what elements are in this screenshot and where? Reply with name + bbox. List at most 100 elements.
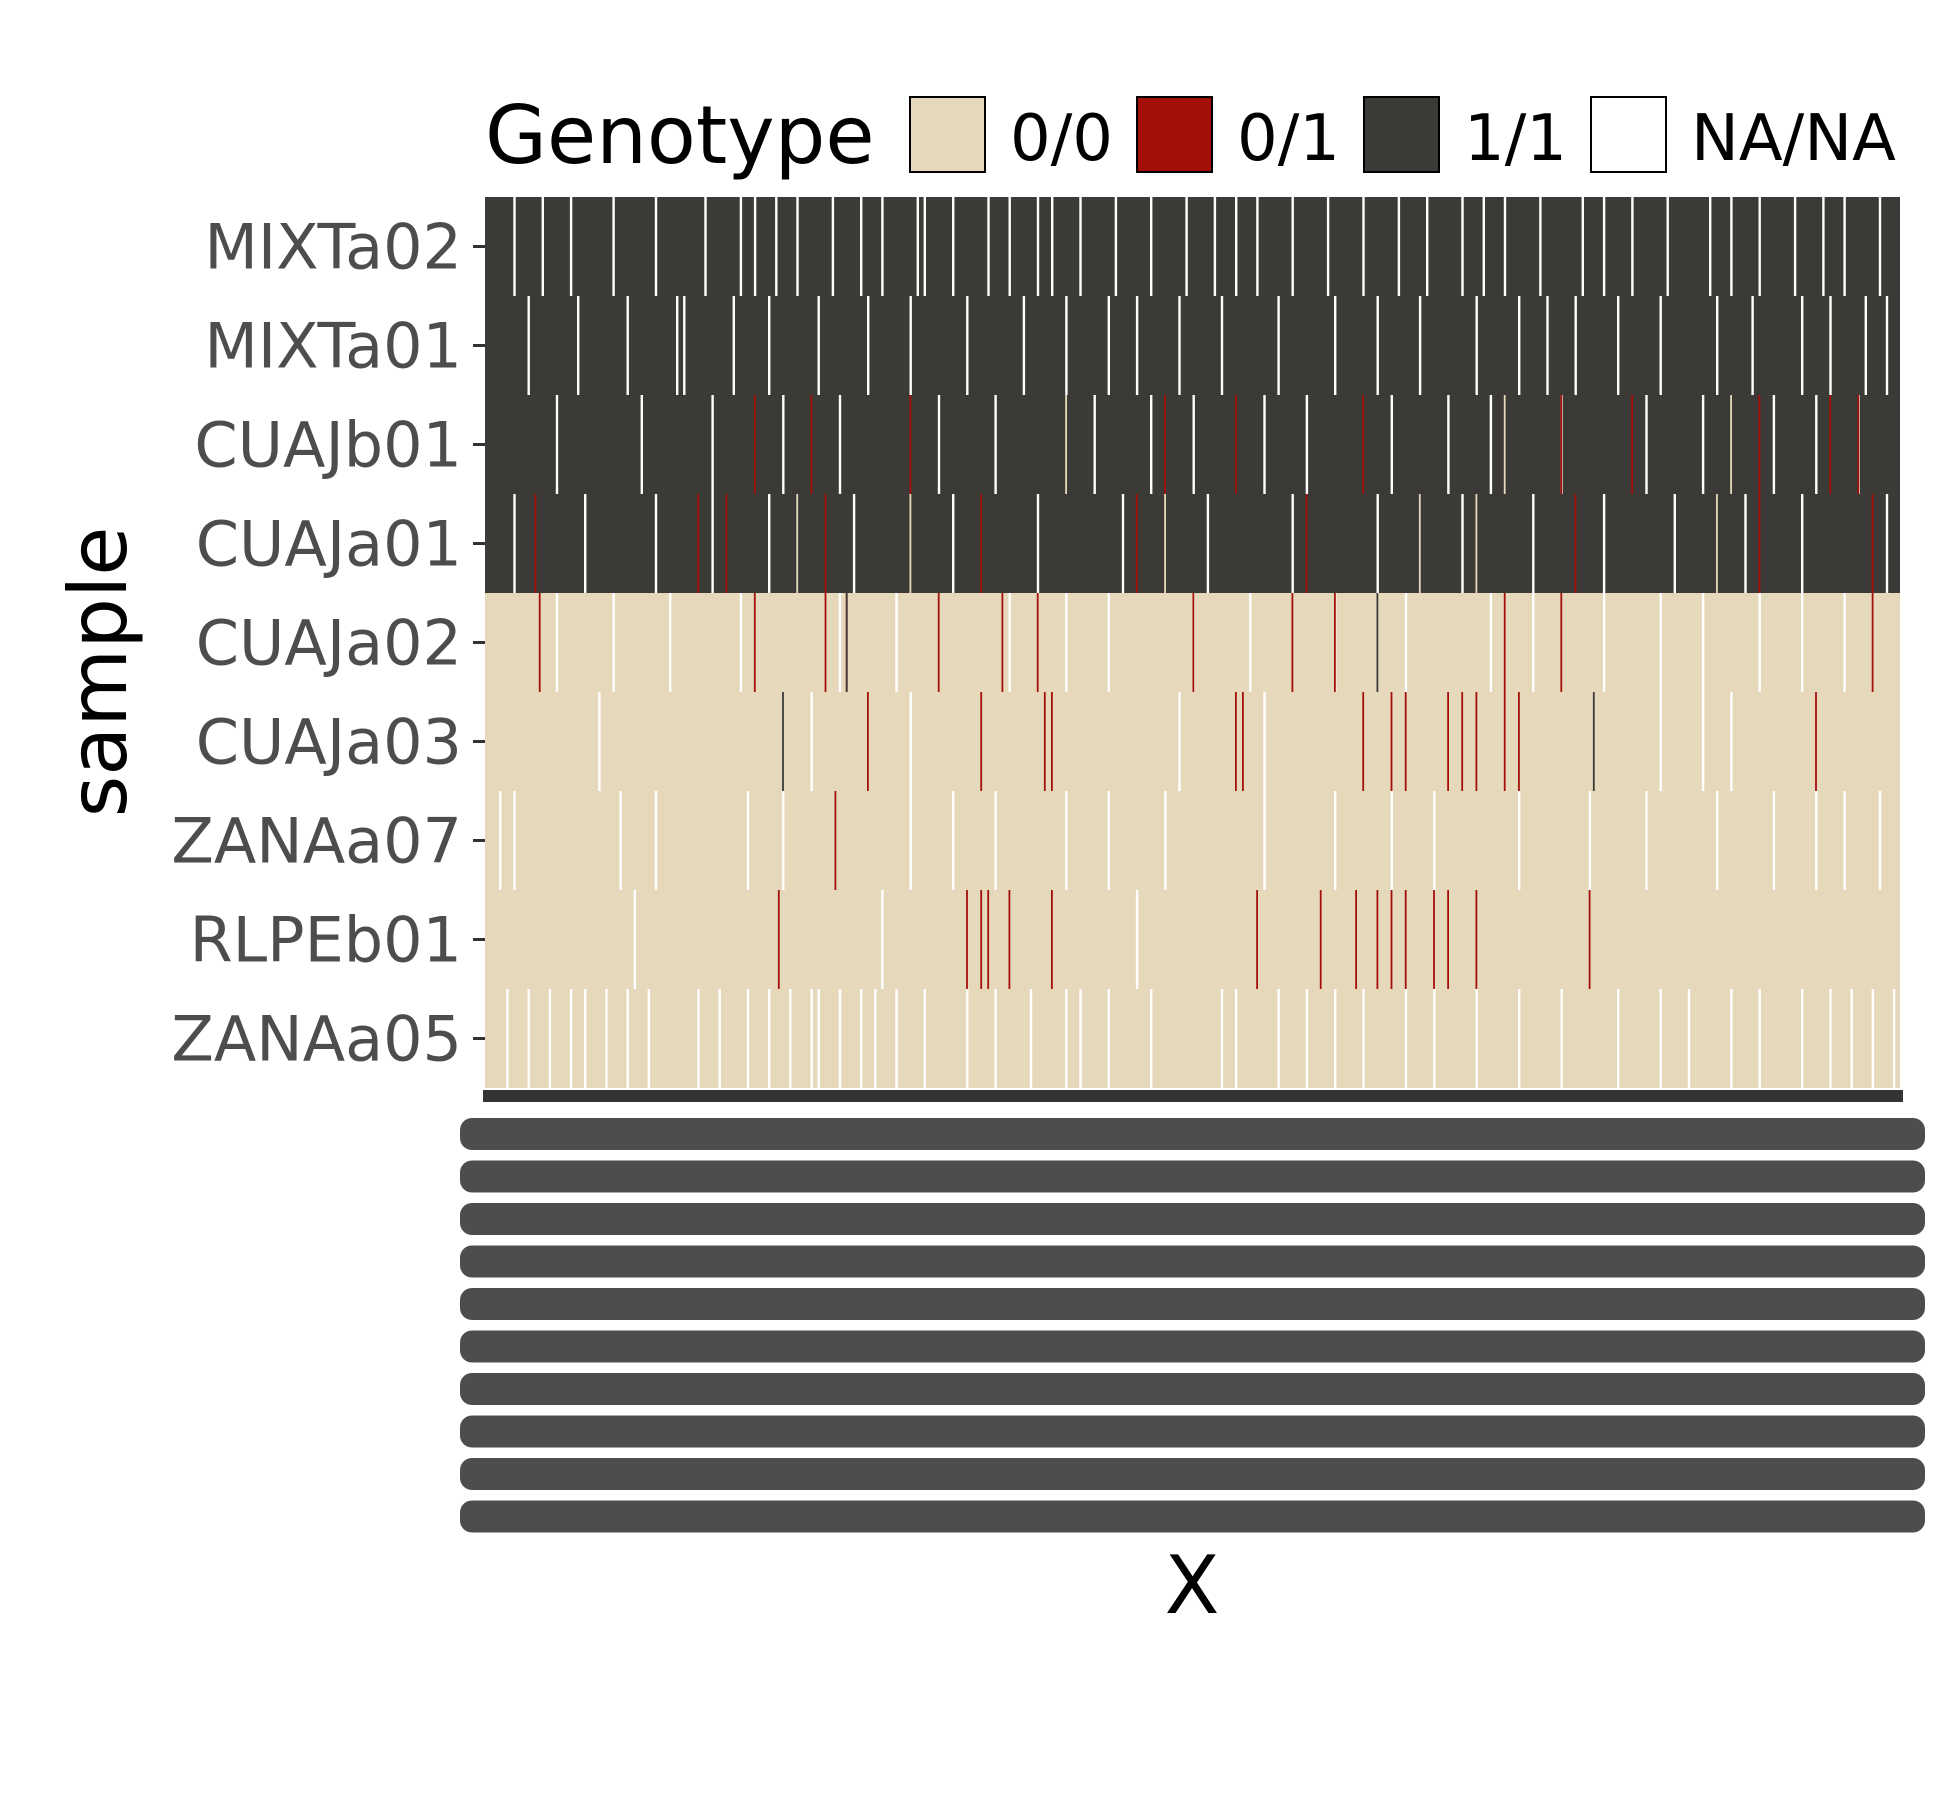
y-tick-label-cuaja03: CUAJa03 <box>196 706 462 779</box>
genotype-stripe <box>1518 296 1521 395</box>
genotype-stripe <box>1192 593 1195 692</box>
genotype-stripe <box>860 197 863 296</box>
genotype-stripe <box>1758 395 1761 494</box>
genotype-stripe <box>1885 494 1889 593</box>
genotype-stripe <box>1362 692 1365 791</box>
genotype-stripe <box>1666 197 1669 296</box>
genotype-stripe <box>1758 989 1761 1088</box>
genotype-stripe <box>994 395 997 494</box>
genotype-stripe <box>1772 395 1776 494</box>
genotype-stripe <box>1829 989 1832 1088</box>
genotype-stripe <box>1560 395 1563 494</box>
genotype-stripe <box>746 791 750 890</box>
genotype-stripe <box>1029 989 1033 1088</box>
row-background <box>485 197 1900 296</box>
row-background <box>485 692 1900 791</box>
genotype-stripe <box>1843 593 1846 692</box>
genotype-stripe <box>1235 395 1237 494</box>
genotype-stripe <box>1758 593 1761 692</box>
genotype-stripe <box>1843 197 1846 296</box>
genotype-stripe <box>1404 692 1407 791</box>
genotype-stripe <box>1659 989 1662 1088</box>
genotype-stripe <box>1815 395 1818 494</box>
genotype-stripe <box>994 989 997 1088</box>
genotype-stripe <box>1036 494 1040 593</box>
genotype-stripe <box>775 197 778 296</box>
genotype-stripe <box>1418 494 1421 593</box>
genotype-stripe <box>1256 890 1258 989</box>
genotype-stripe <box>527 296 530 395</box>
x-tick-label-band <box>460 1288 1925 1320</box>
genotype-stripe <box>1730 692 1733 791</box>
genotype-stripe <box>1390 890 1393 989</box>
genotype-stripe <box>1546 296 1549 395</box>
genotype-stripe <box>1730 197 1733 296</box>
genotype-stripe <box>1801 989 1804 1088</box>
genotype-stripe <box>1107 593 1110 692</box>
genotype-stripe <box>838 989 842 1088</box>
legend-items: 0/0 0/1 1/1 NA/NA <box>909 96 1896 176</box>
genotype-stripe <box>1475 890 1478 989</box>
x-tick-label-band <box>460 1118 1925 1150</box>
genotype-stripe <box>1178 296 1181 395</box>
genotype-stripe <box>1701 692 1705 791</box>
genotype-stripe <box>1263 395 1266 494</box>
y-tick-label-zanaa05: ZANAa05 <box>171 1003 462 1076</box>
genotype-stripe <box>1362 197 1365 296</box>
genotype-stripe <box>817 989 820 1088</box>
x-tick-label-band <box>460 1373 1925 1405</box>
genotype-stripe <box>817 296 820 395</box>
genotype-stripe <box>1801 593 1804 692</box>
genotype-stripe <box>1036 197 1040 296</box>
genotype-stripe <box>838 593 842 692</box>
genotype-stripe <box>1602 494 1606 593</box>
genotype-stripe <box>909 395 912 494</box>
genotype-stripe <box>1602 593 1606 692</box>
y-tick-label-cuaja02: CUAJa02 <box>196 607 462 680</box>
heatmap-row-mixta01 <box>485 296 1900 395</box>
row-background <box>485 494 1900 593</box>
genotype-stripe <box>1376 296 1379 395</box>
genotype-stripe <box>834 791 837 890</box>
genotype-stripe <box>1592 692 1595 791</box>
genotype-stripe <box>1305 395 1309 494</box>
genotype-stripe <box>1404 890 1407 989</box>
genotype-stripe <box>1376 890 1379 989</box>
x-tick-label-band <box>460 1203 1925 1235</box>
genotype-stripe <box>1581 197 1584 296</box>
genotype-stripe <box>1093 395 1096 494</box>
genotype-stripe <box>697 989 700 1088</box>
genotype-stripe <box>838 395 842 494</box>
genotype-stripe <box>1461 494 1464 593</box>
genotype-stripe <box>612 197 615 296</box>
genotype-stripe <box>1291 593 1294 692</box>
genotype-stripe <box>1107 296 1110 395</box>
genotype-stripe <box>1192 395 1195 494</box>
genotype-stripe <box>952 791 955 890</box>
genotype-stripe <box>1376 494 1379 593</box>
genotype-stripe <box>732 296 735 395</box>
genotype-stripe <box>867 296 870 395</box>
genotype-stripe <box>1277 296 1280 395</box>
genotype-stripe <box>937 593 940 692</box>
genotype-stripe <box>768 296 771 395</box>
y-tick-label-cuaja01: CUAJa01 <box>196 508 462 581</box>
genotype-stripe <box>1617 296 1620 395</box>
genotype-stripe <box>1390 791 1393 890</box>
genotype-stripe <box>739 197 743 296</box>
legend-label-1-1: 1/1 <box>1464 102 1567 176</box>
genotype-stripe <box>1065 989 1068 1088</box>
genotype-stripe <box>1263 791 1266 890</box>
genotype-stripe <box>626 989 629 1088</box>
genotype-stripe <box>810 989 813 1088</box>
genotype-stripe <box>867 692 869 791</box>
genotype-stripe <box>605 989 608 1088</box>
genotype-stripe <box>987 890 990 989</box>
genotype-stripe <box>1022 296 1026 395</box>
genotype-stripe <box>1220 989 1224 1088</box>
legend-label-na-na: NA/NA <box>1691 102 1896 176</box>
genotype-stripe <box>647 989 651 1088</box>
x-axis-tick-labels <box>460 1090 1925 1533</box>
genotype-stripe <box>966 989 969 1088</box>
genotype-stripe <box>1687 989 1691 1088</box>
